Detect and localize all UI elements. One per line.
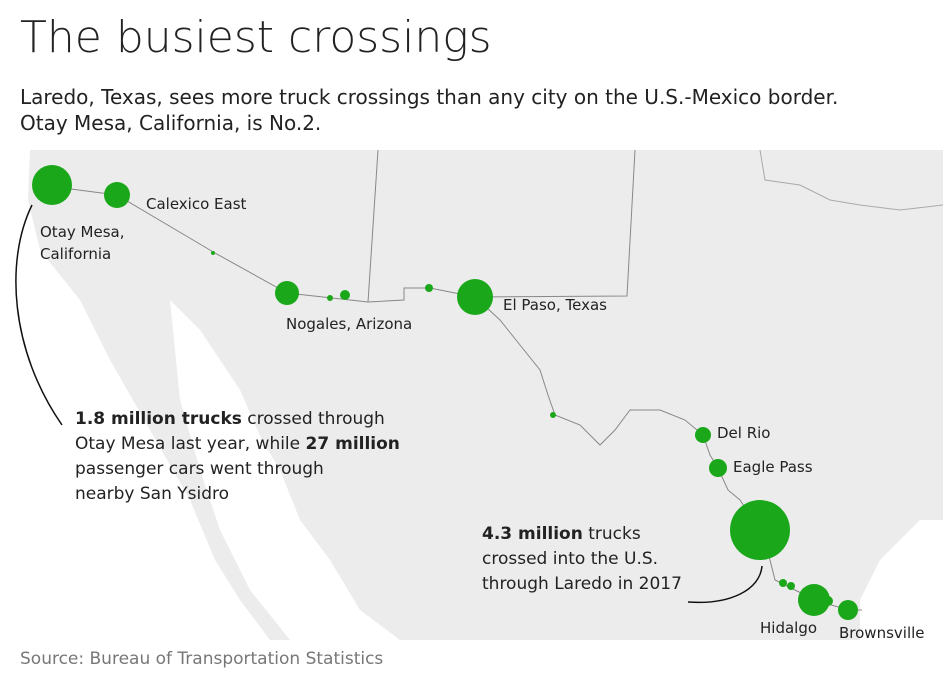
bubble (709, 459, 727, 477)
annotation-text: 27 million (306, 434, 400, 454)
annotations: 1.8 million trucks crossed through Otay M… (75, 409, 682, 594)
annotation-text: Otay Mesa last year, while (75, 434, 306, 454)
bubble (425, 284, 433, 292)
bubble (787, 582, 795, 590)
annotation: through Laredo in 2017 (482, 574, 682, 594)
annotation-text: nearby San Ysidro (75, 484, 229, 504)
bubble (104, 182, 130, 208)
annotation-text: through Laredo in 2017 (482, 574, 682, 594)
annotation: Otay Mesa last year, while 27 million (75, 434, 400, 454)
title: The busiest crossings (20, 12, 492, 63)
bubble (457, 279, 493, 315)
place-label: California (40, 245, 111, 263)
bubble (275, 281, 299, 305)
annotation-text: passenger cars went through (75, 459, 324, 479)
place-label: Calexico East (146, 195, 247, 213)
leader-line (15, 204, 63, 426)
basemap (0, 149, 943, 640)
bubble (823, 596, 833, 606)
bubble (695, 427, 711, 443)
crossings (32, 165, 858, 620)
bubble (550, 412, 556, 418)
annotation: nearby San Ysidro (75, 484, 229, 504)
annotation: passenger cars went through (75, 459, 324, 479)
place-label: Eagle Pass (733, 458, 813, 476)
state-line (759, 149, 943, 211)
subtitle: Otay Mesa, California, is No.2. (20, 111, 321, 135)
gulf-of-mexico (860, 520, 943, 640)
annotation: 1.8 million trucks crossed through (75, 409, 385, 429)
place-label: Hidalgo (760, 619, 817, 637)
bubble (798, 584, 830, 616)
ocean (0, 150, 270, 640)
annotation-text: 1.8 million trucks (75, 409, 242, 429)
place-label: Brownsville (839, 624, 925, 642)
place-label: Otay Mesa, (40, 223, 124, 241)
bubble (211, 251, 215, 255)
annotation-text: 4.3 million (482, 524, 583, 544)
bubble (327, 295, 333, 301)
bubble (838, 600, 858, 620)
place-label: Del Rio (717, 424, 770, 442)
annotation-text: crossed through (242, 409, 385, 429)
leader-line (687, 565, 763, 604)
annotation: crossed into the U.S. (482, 549, 658, 569)
place-label: Nogales, Arizona (286, 315, 412, 333)
place-label: El Paso, Texas (503, 296, 607, 314)
source: Source: Bureau of Transportation Statist… (20, 649, 383, 669)
bubble (32, 165, 72, 205)
bubble (779, 579, 787, 587)
annotation: 4.3 million trucks (482, 524, 641, 544)
state-line (367, 149, 636, 303)
annotation-text: crossed into the U.S. (482, 549, 658, 569)
gulf-of-california (170, 300, 400, 640)
labels: Otay Mesa, California Calexico East Nogales… (40, 195, 925, 642)
bubble (730, 500, 790, 560)
subtitle: Laredo, Texas, sees more truck crossings… (20, 85, 838, 109)
bubble (340, 290, 350, 300)
annotation-text: trucks (583, 524, 641, 544)
